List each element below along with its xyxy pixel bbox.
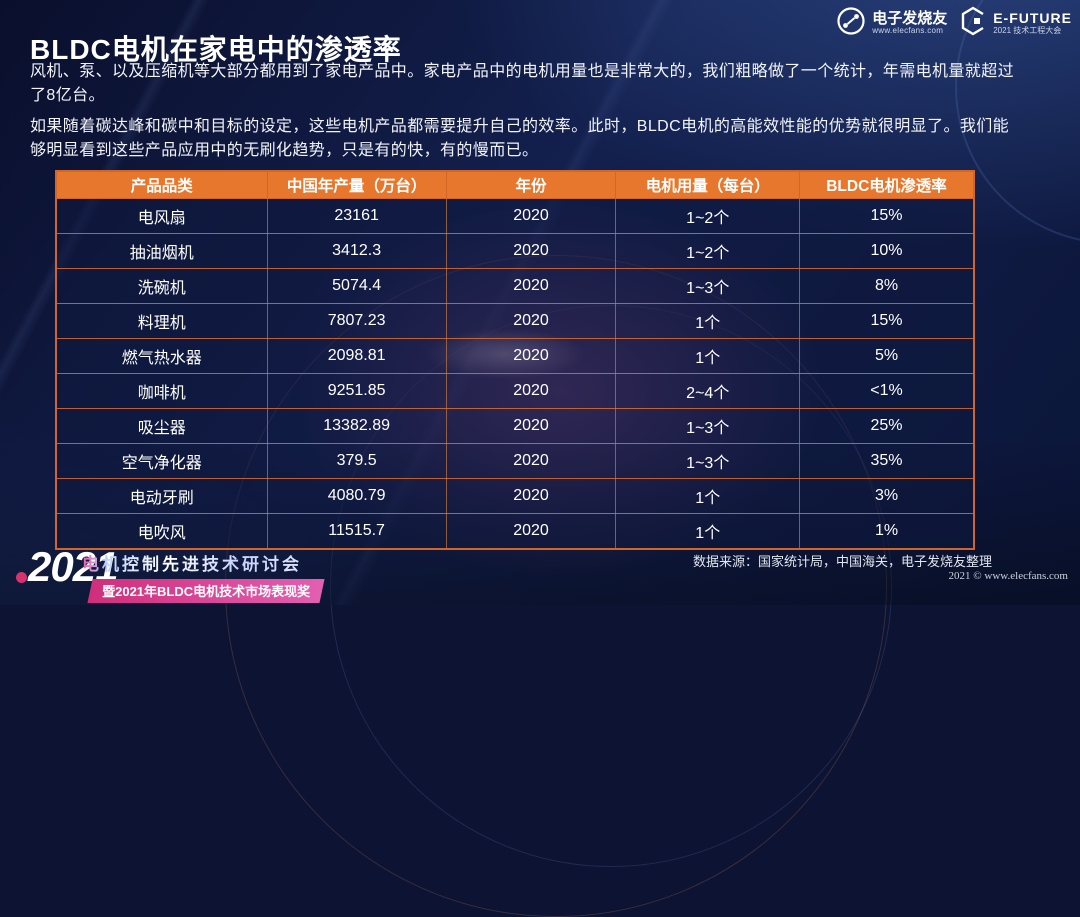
trend-paragraph: 如果随着碳达峰和碳中和目标的设定，这些电机产品都需要提升自己的效率。此时，BLD… [30,118,1010,159]
table-cell: 2020 [445,408,617,444]
column-header: 电机用量（每台） [615,170,801,199]
table-row: 电动牙刷 4080.79 2020 1个 3% [55,478,975,514]
table-cell: 2020 [445,443,617,479]
table-cell: 2020 [445,513,617,550]
table-cell: 2020 [445,198,617,234]
table-row: 抽油烟机 3412.3 2020 1~2个 10% [55,233,975,269]
table-cell: 8% [799,268,975,304]
table-cell: 3% [799,478,975,514]
table-row: 电风扇 23161 2020 1~2个 15% [55,198,975,234]
table-cell: 10% [799,233,975,269]
event-title: 电机控制先进技术研讨会 [82,550,322,575]
elecfans-circuit-icon [836,6,866,41]
table-row: 电吹风 11515.7 2020 1个 1% [55,513,975,550]
table-cell: 15% [799,303,975,339]
table-cell: 25% [799,408,975,444]
column-header: BLDC电机渗透率 [799,170,975,199]
penetration-table: 产品品类 中国年产量（万台） 年份 电机用量（每台） BLDC电机渗透率 电风扇 2316… [55,170,975,550]
table-cell: 2020 [445,303,617,339]
efuture-logo-subtitle: 2021 技术工程大会 [993,25,1062,35]
table-cell: 2098.81 [266,338,447,374]
table-row: 料理机 7807.23 2020 1个 15% [55,303,975,339]
copyright-note: 2021 © www.elecfans.com [948,570,1068,582]
table-cell: 1个 [615,513,801,550]
table-cell: 燃气热水器 [55,338,268,374]
table-cell: 2020 [445,338,617,374]
event-subtitle-banner: 暨2021年BLDC电机技术市场表现奖 [87,579,325,603]
table-cell: 4080.79 [266,478,447,514]
column-header: 中国年产量（万台） [266,170,447,199]
page-title: BLDC电机在家电中的渗透率 [30,33,402,65]
table-cell: 1~3个 [615,408,801,444]
table-cell: 9251.85 [266,373,447,409]
table-cell: <1% [799,373,975,409]
event-logo-block: 电机控制先进技术研讨会 暨2021年BLDC电机技术市场表现奖 [82,550,325,603]
table-cell: 洗碗机 [55,268,268,304]
table-cell: 2020 [445,478,617,514]
table-cell: 料理机 [55,303,268,339]
intro-paragraph: 风机、泵、以及压缩机等大部分都用到了家电产品中。家电产品中的电机用量也是非常大的… [30,63,1015,104]
table-cell: 5% [799,338,975,374]
elecfans-logo-url: www.elecfans.com [872,26,944,36]
table-cell: 35% [799,443,975,479]
table-cell: 3412.3 [266,233,447,269]
table-cell: 1个 [615,338,801,374]
table-cell: 5074.4 [266,268,447,304]
table-cell: 1% [799,513,975,550]
table-cell: 13382.89 [266,408,447,444]
table-cell: 2020 [445,373,617,409]
efuture-hexagon-icon [959,6,987,41]
logo-strip: 电子发烧友 www.elecfans.com E-FUTURE 2021 技术工… [836,6,1072,41]
table-cell: 咖啡机 [55,373,268,409]
table-cell: 11515.7 [266,513,447,550]
event-subtitle: 暨2021年BLDC电机技术市场表现奖 [102,584,311,599]
efuture-logo: E-FUTURE 2021 技术工程大会 [959,6,1072,41]
table-cell: 7807.23 [266,303,447,339]
table-cell: 2020 [445,268,617,304]
elecfans-logo-name: 电子发烧友 [872,9,948,27]
table-cell: 电动牙刷 [55,478,268,514]
table-cell: 1~2个 [615,233,801,269]
table-cell: 2020 [445,233,617,269]
table-cell: 空气净化器 [55,443,268,479]
table-cell: 1~3个 [615,268,801,304]
table-row: 空气净化器 379.5 2020 1~3个 35% [55,443,975,479]
data-source-note: 数据来源：国家统计局，中国海关，电子发烧友整理 [693,554,993,569]
table-row: 燃气热水器 2098.81 2020 1个 5% [55,338,975,374]
table-body: 电风扇 23161 2020 1~2个 15% 抽油烟机 3412.3 2020 1~2个 10%… [55,198,975,550]
table-cell: 1~3个 [615,443,801,479]
column-header: 产品品类 [55,170,268,199]
table-cell: 电吹风 [55,513,268,550]
table-cell: 23161 [266,198,447,234]
table-cell: 379.5 [266,443,447,479]
table-cell: 2~4个 [615,373,801,409]
efuture-logo-name: E-FUTURE [993,10,1072,27]
table-cell: 1个 [615,303,801,339]
table-cell: 吸尘器 [55,408,268,444]
column-header: 年份 [445,170,617,199]
table-cell: 抽油烟机 [55,233,268,269]
magenta-dot-icon [16,572,27,583]
elecfans-logo: 电子发烧友 www.elecfans.com [836,6,947,41]
table-cell: 1~2个 [615,198,801,234]
table-cell: 1个 [615,478,801,514]
table-row: 洗碗机 5074.4 2020 1~3个 8% [55,268,975,304]
table-row: 吸尘器 13382.89 2020 1~3个 25% [55,408,975,444]
table-header-row: 产品品类 中国年产量（万台） 年份 电机用量（每台） BLDC电机渗透率 [55,170,975,199]
table-cell: 电风扇 [55,198,268,234]
table-cell: 15% [799,198,975,234]
table-row: 咖啡机 9251.85 2020 2~4个 <1% [55,373,975,409]
